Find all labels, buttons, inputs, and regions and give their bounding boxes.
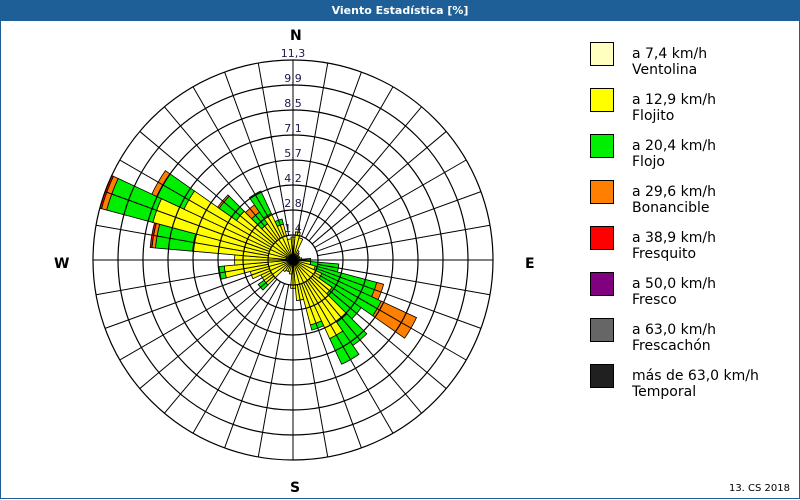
radial-tick-label: 5,7 <box>284 147 302 160</box>
radial-tick-label: 2,8 <box>284 197 302 210</box>
grid-spoke <box>164 278 278 414</box>
window-title: Viento Estadística [%] <box>0 0 800 21</box>
compass-east-label: E <box>525 256 535 272</box>
legend-item-bonancible: a 29,6 km/h Bonancible <box>590 180 790 226</box>
legend-swatch <box>590 318 614 342</box>
legend-swatch <box>590 134 614 158</box>
legend-item-frescachon: a 63,0 km/h Frescachón <box>590 318 790 364</box>
petal-segment <box>248 190 272 219</box>
legend-swatch <box>590 88 614 112</box>
petal-segment <box>293 237 304 256</box>
legend-name: Ventolina <box>632 62 698 78</box>
petal-segment <box>293 249 300 258</box>
radial-tick-label: 1,4 <box>284 222 302 235</box>
legend-swatch <box>590 272 614 296</box>
legend-range: a 29,6 km/h <box>632 184 716 200</box>
legend-range: a 7,4 km/h <box>632 46 708 62</box>
grid-spoke <box>308 278 422 414</box>
grid-spoke <box>301 283 362 449</box>
legend-item-temporal: más de 63,0 km/h Temporal <box>590 364 790 410</box>
grid-spoke <box>314 159 467 248</box>
legend-name: Bonancible <box>632 200 710 216</box>
grid-spoke <box>139 131 275 245</box>
legend-item-fresquito: a 38,9 km/h Fresquito <box>590 226 790 272</box>
grid-spoke <box>104 191 270 252</box>
grid-spoke <box>224 283 285 449</box>
grid-spoke <box>296 62 329 236</box>
grid-spoke <box>305 86 394 239</box>
grid-spoke <box>119 159 272 248</box>
legend-range: a 20,4 km/h <box>632 138 716 154</box>
compass-west-label: W <box>54 256 70 272</box>
legend-range: a 50,0 km/h <box>632 276 716 292</box>
grid-spoke <box>316 268 482 329</box>
grid-spoke <box>308 106 422 242</box>
petal-segment <box>293 264 305 301</box>
grid-spoke <box>95 263 269 296</box>
petal-segment <box>372 300 418 339</box>
radial-tick-label: 9,9 <box>284 72 302 85</box>
radial-tick-label: 11,3 <box>281 47 306 60</box>
grid-spoke <box>257 62 290 236</box>
grid-spoke <box>119 272 272 361</box>
grid-spoke <box>305 281 394 434</box>
grid-spoke <box>296 284 329 458</box>
grid-spoke <box>301 71 362 237</box>
copyright-footer: 13. CS 2018 <box>728 483 790 494</box>
legend-swatch <box>590 180 614 204</box>
legend-name: Frescachón <box>632 338 711 354</box>
legend-item-fresco: a 50,0 km/h Fresco <box>590 272 790 318</box>
legend-name: Flojo <box>632 154 665 170</box>
radial-tick-label: 8,5 <box>284 97 302 110</box>
radial-tick-label: 7,1 <box>284 122 302 135</box>
grid-spoke <box>224 71 285 237</box>
center-hub <box>290 257 296 263</box>
legend-range: a 63,0 km/h <box>632 322 716 338</box>
legend-item-ventolina: a 7,4 km/h Ventolina <box>590 42 790 88</box>
petal-segment <box>287 238 293 256</box>
legend-range: más de 63,0 km/h <box>632 368 759 384</box>
legend-swatch <box>590 42 614 66</box>
legend-name: Flojito <box>632 108 675 124</box>
legend: a 7,4 km/h Ventolina a 12,9 km/h Flojito a… <box>590 42 790 410</box>
grid-spoke <box>164 106 278 242</box>
grid-spoke <box>95 224 269 257</box>
grid-spoke <box>317 224 491 257</box>
radial-tick-label: 4,2 <box>284 172 302 185</box>
legend-range: a 38,9 km/h <box>632 230 716 246</box>
grid-spoke <box>311 275 447 389</box>
legend-swatch <box>590 364 614 388</box>
legend-name: Fresco <box>632 292 677 308</box>
grid-spoke <box>104 268 270 329</box>
legend-name: Fresquito <box>632 246 697 262</box>
grid-spoke <box>311 131 447 245</box>
grid-spoke <box>314 272 467 361</box>
grid-spoke <box>316 191 482 252</box>
compass-north-label: N <box>290 28 302 44</box>
legend-item-flojo: a 20,4 km/h Flojo <box>590 134 790 180</box>
compass-south-label: S <box>290 480 301 496</box>
grid-spoke <box>317 263 491 296</box>
radial-tick-labels: 1,4 2,8 4,2 5,7 7,1 8,5 9,9 11,3 <box>281 47 306 235</box>
grid-spoke <box>192 281 281 434</box>
grid-spoke <box>192 86 281 239</box>
legend-item-flojito: a 12,9 km/h Flojito <box>590 88 790 134</box>
petal-segment <box>294 252 300 259</box>
grid-spoke <box>139 275 275 389</box>
legend-range: a 12,9 km/h <box>632 92 716 108</box>
polar-grid <box>92 59 494 461</box>
grid-spoke <box>257 284 290 458</box>
legend-name: Temporal <box>632 384 697 400</box>
legend-swatch <box>590 226 614 250</box>
petal-segment <box>329 330 360 365</box>
